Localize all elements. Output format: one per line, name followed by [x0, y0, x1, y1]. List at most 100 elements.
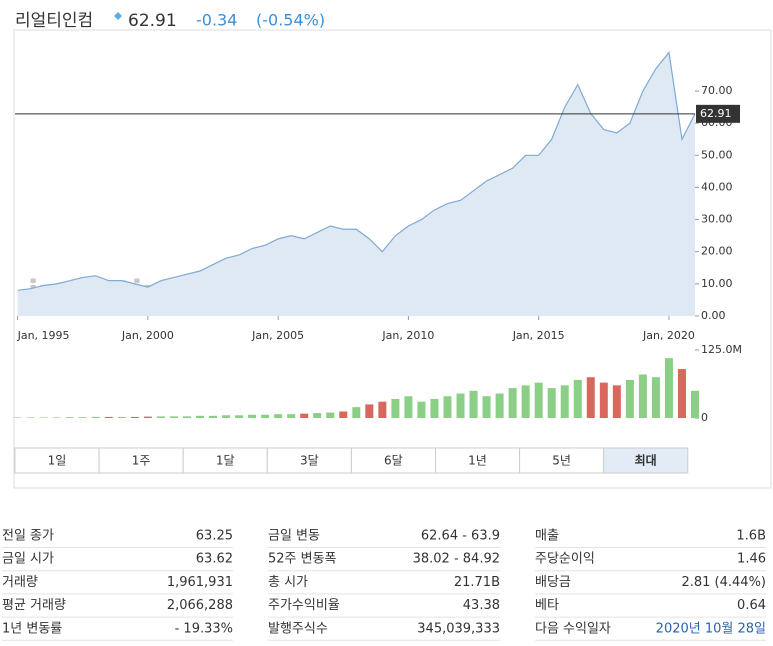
volume-bar [573, 379, 582, 418]
volume-bar [547, 388, 556, 418]
x-tick-label: Jan, 1995 [17, 329, 70, 342]
stat-value: 38.02 - 84.92 [413, 552, 500, 567]
stat-label: 발행주식수 [268, 620, 328, 636]
stat-label: 베타 [535, 598, 559, 613]
volume-bar [313, 413, 322, 418]
stat-value: 21.71B [454, 575, 500, 590]
volume-bar [677, 369, 686, 418]
tab-label[interactable]: 5년 [552, 454, 571, 468]
stat-label: 52주 변동폭 [268, 552, 337, 567]
stat-value: - 19.33% [175, 621, 233, 636]
y-tick-label: 20.00 [701, 245, 733, 258]
volume-bar [469, 390, 478, 418]
volume-bar [39, 417, 48, 418]
tab[interactable] [98, 447, 184, 474]
x-tick-label: Jan, 2015 [512, 329, 565, 342]
tab[interactable] [519, 447, 605, 474]
volume-bar [52, 417, 61, 418]
tab-label[interactable]: 3달 [300, 454, 319, 468]
volume-bar [508, 388, 517, 418]
stat-value: 43.38 [463, 598, 500, 613]
volume-bar [443, 396, 452, 418]
stat-value: 1.46 [737, 552, 766, 567]
tab[interactable] [350, 447, 436, 474]
stat-value: 63.25 [196, 529, 233, 544]
y-tick-label: 30.00 [701, 213, 733, 226]
x-tick-label: Jan, 2010 [381, 329, 434, 342]
volume-bar [326, 412, 335, 418]
tab-label[interactable]: 6달 [384, 454, 403, 468]
price-tag [696, 104, 740, 123]
stat-label: 평균 거래량 [2, 598, 66, 613]
stat-label: 배당금 [535, 575, 571, 590]
stat-value: 1.6B [736, 529, 766, 544]
stat-label: 거래량 [2, 575, 38, 590]
stat-value: 62.64 - 63.9 [421, 529, 500, 544]
volume-bar [612, 385, 621, 418]
volume-bar [651, 377, 660, 418]
x-tick-label: Jan, 2000 [121, 329, 174, 342]
tab[interactable] [603, 447, 689, 474]
icon [114, 12, 122, 20]
y-tick-label: 40.00 [701, 180, 733, 193]
stat-label: 1년 변동률 [2, 621, 62, 636]
stat-label: 주당순이익 [535, 552, 595, 567]
volume-bar [222, 415, 231, 418]
volume-bar [599, 382, 608, 418]
volume-bar [534, 382, 543, 418]
volume-bar [195, 415, 204, 418]
volume-bar [664, 358, 673, 418]
tab-label[interactable]: 1일 [48, 454, 67, 468]
tab[interactable] [435, 447, 521, 474]
stock-name: 리얼티인컴 [15, 11, 93, 31]
volume-bar [521, 385, 530, 418]
stat-label: 다음 수익일자 [535, 621, 611, 636]
volume-bar [209, 415, 218, 418]
price-line [17, 51, 696, 291]
volume-bar [456, 393, 465, 418]
volume-bar [391, 398, 400, 418]
volume-bar [300, 413, 309, 418]
tab-label[interactable]: 최대 [635, 453, 657, 468]
volume-bar [638, 374, 647, 418]
x-tick-label: Jan, 2005 [251, 329, 304, 342]
volume-bar [404, 396, 413, 418]
price-tag-label: 62.91 [700, 107, 732, 120]
volume-bar [13, 417, 22, 418]
tab-label[interactable]: 1년 [468, 454, 487, 468]
tab-label[interactable]: 1주 [132, 454, 151, 468]
tab[interactable] [266, 447, 352, 474]
volume-bar [625, 379, 634, 418]
volume-bar [261, 414, 270, 418]
volume-bar [169, 416, 178, 418]
volume-bar [378, 401, 387, 418]
volume-bar [691, 390, 699, 418]
volume-bar [495, 393, 504, 418]
stat-label: 금일 변동 [268, 529, 320, 544]
volume-bar [91, 416, 100, 418]
y-tick-label: 0.00 [701, 309, 726, 322]
volume-bar [104, 416, 113, 418]
volume-bar [482, 396, 491, 418]
volume-bar [339, 411, 348, 418]
volume-bar [143, 416, 152, 418]
volume-bar [248, 414, 257, 418]
x-tick-label: Jan, 2020 [642, 329, 695, 342]
tab[interactable] [182, 447, 268, 474]
change: -0.34 [196, 11, 237, 30]
volume-bar [274, 414, 283, 418]
tab-label[interactable]: 1달 [216, 454, 235, 468]
volume-bar [365, 404, 374, 418]
volume-bar [78, 417, 87, 418]
volume-bar [586, 377, 595, 418]
volume-bar [560, 385, 569, 418]
y-tick-label: 50.00 [701, 148, 733, 161]
volume-bar [65, 417, 74, 418]
volume-tick-label: 125.0M [701, 343, 742, 356]
chart-frame [13, 29, 772, 489]
stat-value: 0.64 [737, 598, 766, 613]
volume-bar [352, 407, 361, 418]
stat-label: 총 시가 [268, 575, 308, 590]
